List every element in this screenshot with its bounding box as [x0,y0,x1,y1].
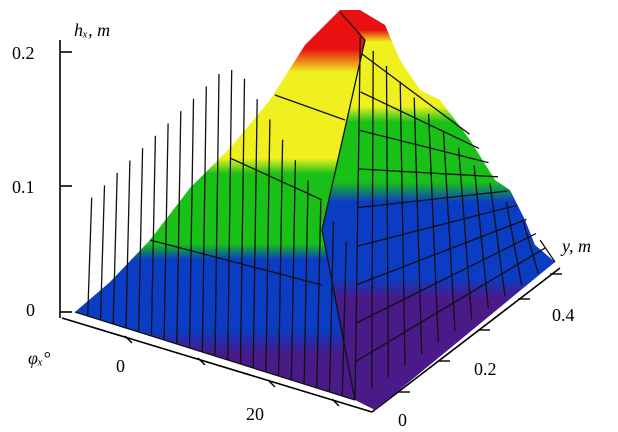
y-axis-line [371,267,561,413]
mesh-line [359,129,489,164]
mesh-line [214,73,220,357]
mesh-line [539,239,556,263]
y-tick-label-0.2: 0.2 [474,359,497,379]
mesh-line [137,148,144,333]
surface-mesh [74,11,556,401]
mesh-line [227,69,233,361]
mesh-line [442,130,456,332]
mesh-line [274,94,346,121]
mesh-line [176,111,182,345]
mesh-line [239,78,246,365]
x-tick [124,335,133,344]
z-axis-title: hₓ, m [74,20,110,40]
z-tick-label-0: 0 [26,300,35,320]
surface-left-face [75,10,365,400]
mesh-line [505,201,523,286]
mesh-line [489,183,506,297]
mesh-line [290,160,297,381]
mesh-line [355,247,546,363]
mesh-line [125,160,131,329]
mesh-line [413,97,423,355]
x-tick [267,379,276,388]
mesh-line [359,168,499,178]
y-axis-title: y, m [560,236,591,256]
mesh-line [341,241,347,397]
mesh-line [74,311,356,401]
mesh-line [427,113,439,343]
mesh-line [201,86,207,353]
x-tick-label-20: 20 [246,404,264,424]
mesh-line [265,119,271,373]
x-axis-line [61,317,373,413]
mesh-ridge [321,11,366,401]
y-tick-label-0: 0 [398,410,407,430]
x-axis-title: φₓ° [28,348,50,368]
mesh-line [522,220,539,274]
mesh-line [357,204,518,247]
mesh-line [87,197,93,317]
mesh-line [112,172,118,325]
mesh-line [303,180,309,385]
mesh-line [360,52,470,135]
mesh-line [371,50,374,389]
y-tick-label-0.4: 0.4 [552,305,575,325]
mesh-line [354,36,361,401]
mesh-line [399,81,406,366]
mesh-line [252,99,258,369]
mesh-line [328,221,335,393]
x-tick [197,357,206,366]
mesh-line [150,135,157,337]
mesh-line [277,139,284,377]
x-tick-label-0: 0 [116,356,125,376]
mesh-line [149,239,323,286]
mesh-line [360,91,480,149]
z-tick-label-0.2: 0.2 [12,43,35,63]
surface-right-face [322,10,555,410]
mesh-line [163,123,169,341]
mesh-line [188,98,195,349]
z-tick-label-0.1: 0.1 [12,177,35,197]
mesh-line [316,200,322,389]
mesh-line [457,147,473,320]
mesh-line [356,233,537,324]
mesh-line [358,190,508,209]
mesh-line [99,185,106,321]
mesh-line [385,65,389,378]
mesh-line [229,157,323,201]
x-tick [331,398,340,407]
mesh-line [356,218,527,286]
